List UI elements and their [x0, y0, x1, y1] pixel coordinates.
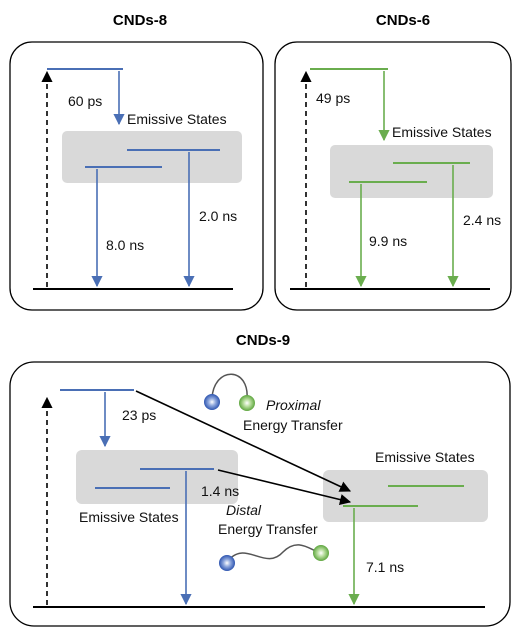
proximal-label: Proximal	[266, 397, 321, 413]
distal-donor-dot	[219, 555, 235, 571]
relaxation-time-label: 49 ps	[316, 90, 350, 106]
proximal-transfer-arrow	[135, 390, 352, 492]
panel-title-cnds6: CNDs-6	[376, 12, 430, 29]
green-emissive-states-box	[323, 470, 488, 522]
panel-frame	[274, 41, 512, 311]
blue-emissive-states-box	[76, 450, 238, 504]
decay-time-b-label: 2.4 ns	[463, 212, 501, 228]
decay-time-a-label: 9.9 ns	[369, 233, 407, 249]
distal-transfer-arrow	[217, 469, 352, 506]
distal-linker	[226, 544, 321, 563]
blue-emissive-states-label: Emissive States	[79, 509, 179, 525]
panel-cnds9: CNDs-9 23 ps Emissive States 1.4 ns Emis…	[9, 332, 511, 627]
proximal-donor-dot	[204, 394, 220, 410]
decay-time-b-label: 2.0 ns	[199, 208, 237, 224]
green-decay-time-label: 7.1 ns	[366, 559, 404, 575]
distal-acceptor-dot	[313, 545, 329, 561]
panel-cnds6: CNDs-6 49 ps Emissive States 9.9 ns 2.4 …	[274, 12, 512, 311]
relaxation-time-label: 60 ps	[68, 93, 102, 109]
proximal-acceptor-dot	[239, 395, 255, 411]
decay-time-a-label: 8.0 ns	[106, 237, 144, 253]
proximal-transfer-label: Energy Transfer	[243, 417, 343, 433]
panel-cnds8: CNDs-8 60 ps Emissive States 8.0 ns 2.0 …	[9, 12, 264, 311]
panel-title-cnds8: CNDs-8	[113, 12, 167, 29]
emissive-states-box	[330, 145, 493, 198]
distal-label: Distal	[226, 502, 262, 518]
panel-title-cnds9: CNDs-9	[236, 332, 290, 349]
blue-decay-time-label: 1.4 ns	[201, 483, 239, 499]
green-emissive-states-label: Emissive States	[375, 449, 475, 465]
emissive-states-label: Emissive States	[127, 111, 227, 127]
relaxation-time-label: 23 ps	[122, 407, 156, 423]
distal-transfer-label: Energy Transfer	[218, 521, 318, 537]
panel-frame	[9, 41, 264, 311]
panel-frame	[9, 361, 511, 627]
proximal-linker	[211, 373, 248, 401]
emissive-states-label: Emissive States	[392, 124, 492, 140]
emissive-states-box	[62, 131, 242, 183]
